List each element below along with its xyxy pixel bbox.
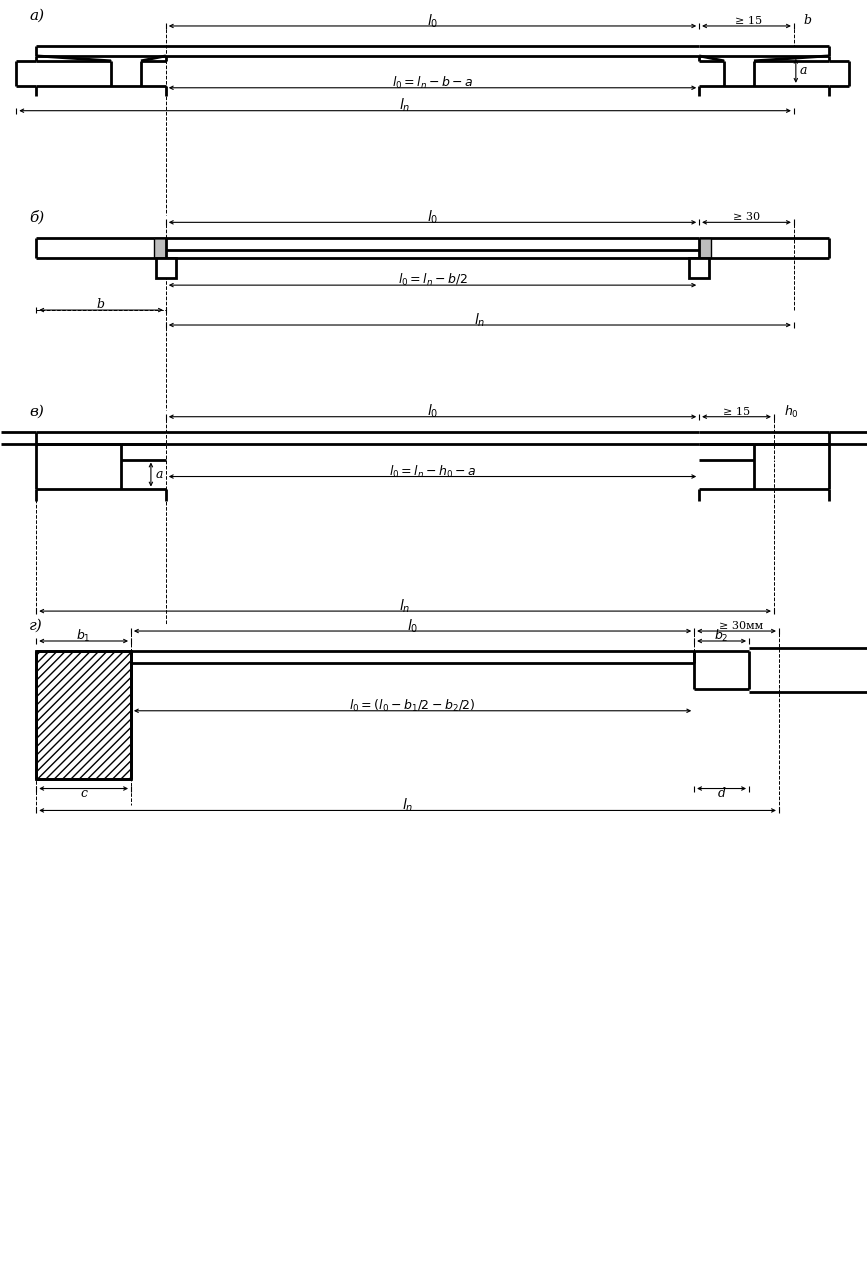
- Text: $l_n$: $l_n$: [402, 797, 413, 815]
- Text: $l_n$: $l_n$: [399, 97, 411, 114]
- Text: б): б): [30, 210, 44, 225]
- Text: $h_0$: $h_0$: [784, 404, 799, 420]
- Bar: [689, 258, 709, 278]
- Text: c: c: [80, 787, 87, 799]
- Text: в): в): [30, 404, 44, 418]
- Text: ≥ 30: ≥ 30: [733, 212, 760, 223]
- Text: b: b: [96, 298, 104, 311]
- Bar: [154, 238, 166, 258]
- Bar: [156, 258, 176, 278]
- Text: b: b: [804, 14, 812, 27]
- Bar: [36, 651, 131, 779]
- Text: d: d: [718, 787, 726, 799]
- Text: $l_0 = l_n - h_0 - a$: $l_0 = l_n - h_0 - a$: [389, 463, 477, 480]
- Text: ≥ 30мм: ≥ 30мм: [720, 622, 764, 631]
- Text: $l_0$: $l_0$: [427, 208, 438, 226]
- Text: г): г): [30, 619, 43, 633]
- Bar: [699, 238, 711, 258]
- Text: $b_2$: $b_2$: [714, 628, 729, 645]
- Text: а): а): [30, 9, 44, 23]
- Text: $l_0$: $l_0$: [427, 13, 438, 29]
- Text: $l_0 = l_n - b - a$: $l_0 = l_n - b - a$: [391, 74, 473, 91]
- Text: $l_0$: $l_0$: [407, 618, 418, 634]
- Text: $l_n$: $l_n$: [474, 311, 485, 329]
- Text: $l_0 = l_n - b/2$: $l_0 = l_n - b/2$: [398, 272, 467, 288]
- Text: $l_0=(l_0-b_1/2-b_2/2)$: $l_0=(l_0-b_1/2-b_2/2)$: [349, 698, 476, 714]
- Text: ≥ 15: ≥ 15: [723, 407, 750, 417]
- Text: $b_1$: $b_1$: [76, 628, 91, 645]
- Text: $l_n$: $l_n$: [399, 597, 411, 615]
- Text: ≥ 15: ≥ 15: [735, 15, 762, 26]
- Text: a: a: [156, 468, 163, 481]
- Text: $l_0$: $l_0$: [427, 403, 438, 421]
- Text: a: a: [799, 64, 807, 77]
